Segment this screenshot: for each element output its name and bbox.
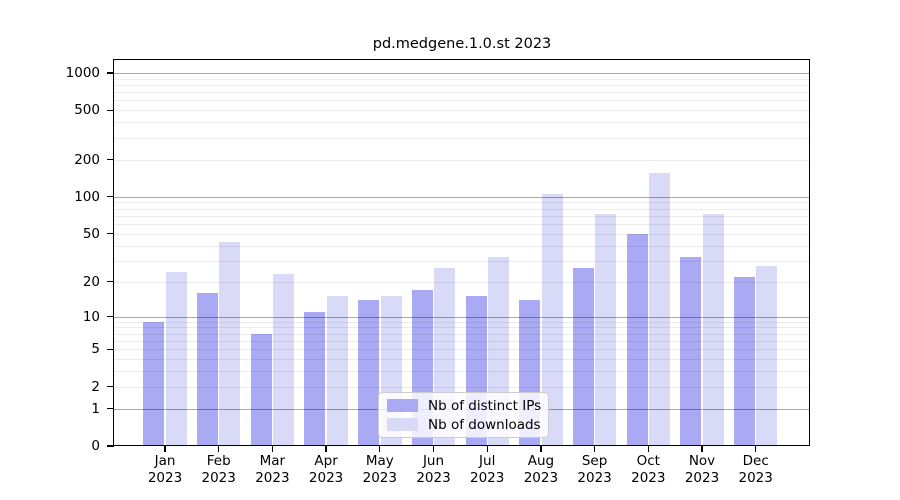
gridline-minor — [114, 110, 810, 112]
y-axis-tick-label: 1 — [91, 400, 100, 417]
bar-distinct-ips-jan — [143, 321, 165, 446]
y-axis-tick-label: 10 — [82, 308, 100, 325]
legend-label-distinct-ips: Nb of distinct IPs — [428, 397, 542, 414]
x-axis-tick — [755, 446, 757, 452]
x-axis-tick-label: May 2023 — [362, 453, 397, 486]
x-axis-tick-label: Sep 2023 — [577, 453, 612, 486]
y-axis-tick — [107, 315, 114, 318]
x-axis-tick-label: Dec 2023 — [738, 453, 773, 486]
bar-distinct-ips-sep — [572, 268, 594, 446]
gridline-major — [114, 196, 810, 198]
y-axis-tick — [107, 158, 114, 161]
y-axis-tick-label: 1000 — [65, 64, 100, 81]
x-axis-tick — [325, 446, 327, 452]
y-axis-tick-label: 50 — [82, 225, 100, 242]
bar-downloads-apr — [326, 296, 348, 446]
gridline-minor — [114, 159, 810, 161]
bar-distinct-ips-may — [358, 299, 380, 446]
bar-distinct-ips-nov — [680, 257, 702, 446]
gridline-minor — [114, 137, 810, 139]
y-axis-tick — [107, 280, 114, 283]
y-axis-tick — [107, 445, 114, 447]
bar-downloads-mar — [273, 274, 295, 446]
x-axis-tick — [486, 446, 488, 452]
x-axis-tick-label: Apr 2023 — [308, 453, 344, 486]
y-axis-tick — [107, 233, 114, 235]
x-axis-tick — [379, 446, 381, 452]
gridline-minor — [114, 122, 810, 124]
bar-downloads-dec — [756, 266, 778, 446]
y-axis-tick — [107, 386, 114, 388]
x-axis-tick — [164, 446, 166, 452]
gridline-minor — [114, 84, 810, 86]
x-axis-tick — [593, 446, 596, 452]
legend-label-downloads: Nb of downloads — [428, 416, 541, 433]
bar-distinct-ips-apr — [304, 311, 326, 446]
bar-downloads-oct — [649, 173, 670, 446]
bar-distinct-ips-mar — [250, 333, 272, 446]
y-axis-tick-label: 500 — [74, 102, 100, 119]
bar-downloads-nov — [702, 214, 724, 446]
gridline-minor — [114, 92, 810, 94]
x-axis-tick-label: Jan 2023 — [147, 453, 183, 486]
x-axis-tick — [701, 446, 703, 452]
plot-area — [114, 60, 810, 446]
bar-distinct-ips-dec — [734, 276, 755, 446]
x-axis-tick — [432, 446, 435, 452]
gridline-minor — [114, 100, 810, 102]
gridline-minor — [114, 78, 810, 80]
gridline-major — [114, 72, 810, 75]
x-axis-tick-label: Oct 2023 — [631, 453, 666, 486]
y-axis-tick-label: 200 — [74, 151, 100, 168]
y-axis-tick-label: 0 — [91, 438, 100, 454]
x-axis-tick-label: Nov 2023 — [684, 453, 720, 486]
y-axis-tick — [107, 109, 114, 111]
legend-swatch-downloads — [387, 418, 418, 431]
legend-item-downloads: Nb of downloads — [387, 416, 541, 433]
y-axis-tick-label: 2 — [91, 378, 100, 395]
y-axis-tick — [107, 196, 114, 198]
x-axis-tick — [647, 446, 649, 452]
x-axis-tick — [540, 446, 542, 452]
bar-downloads-aug — [541, 193, 563, 446]
bar-distinct-ips-feb — [197, 293, 218, 446]
legend-swatch-distinct-ips — [387, 399, 418, 412]
y-axis-tick — [107, 72, 114, 74]
legend-item-distinct-ips: Nb of distinct IPs — [387, 397, 542, 414]
y-axis-tick-label: 5 — [91, 341, 100, 358]
y-axis-tick-label: 20 — [82, 273, 100, 290]
bar-downloads-sep — [595, 213, 617, 446]
chart-title: pd.medgene.1.0.st 2023 — [372, 36, 552, 52]
gridline-minor — [114, 202, 810, 204]
y-axis-tick — [107, 407, 114, 410]
y-axis-tick — [107, 348, 114, 350]
x-axis-tick-label: Aug 2023 — [523, 453, 559, 486]
bar-distinct-ips-oct — [626, 233, 648, 446]
x-axis-tick-label: Jun 2023 — [416, 453, 451, 486]
bar-downloads-feb — [219, 241, 241, 446]
legend: Nb of distinct IPs Nb of downloads — [378, 392, 549, 438]
x-axis-tick — [271, 446, 274, 452]
x-axis-tick-label: Feb 2023 — [201, 453, 236, 486]
gridline-minor — [114, 208, 810, 210]
x-axis-tick-label: Jul 2023 — [470, 453, 505, 486]
y-axis-tick-label: 100 — [74, 188, 100, 205]
bar-downloads-jan — [165, 272, 187, 446]
x-axis-tick-label: Mar 2023 — [255, 453, 290, 486]
x-axis-tick — [218, 446, 220, 452]
